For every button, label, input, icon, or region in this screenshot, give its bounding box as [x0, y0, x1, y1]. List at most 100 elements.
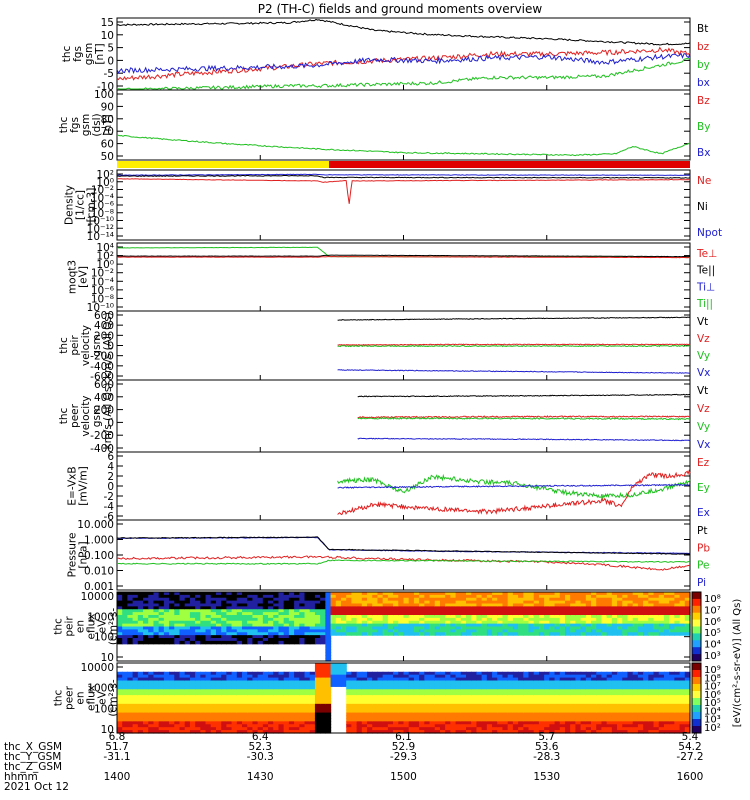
heatmap-cell: [242, 620, 248, 625]
heatmap-cell: [544, 683, 550, 687]
heatmap-cell: [335, 615, 342, 619]
heatmap-cell: [679, 703, 686, 708]
heatmap-cell: [439, 629, 446, 633]
heatmap-cell: [387, 632, 394, 636]
heatmap-cell: [533, 715, 540, 720]
heatmap-cell: [585, 721, 592, 725]
heatmap-cell: [288, 626, 295, 630]
heatmap-cell: [445, 700, 451, 705]
heatmap-cell: [466, 617, 472, 622]
heatmap-cell: [288, 615, 295, 619]
panel-3-ytick-label: 10⁻⁶: [91, 200, 114, 212]
heatmap-cell: [252, 718, 259, 722]
heatmap-cell: [184, 698, 191, 702]
heatmap-cell: [132, 706, 139, 711]
heatmap-cell: [398, 677, 405, 682]
panel-1-legend-bx: bx: [697, 77, 710, 89]
heatmap-cell: [294, 730, 300, 734]
heatmap-cell: [429, 712, 436, 717]
heatmap-cell: [544, 712, 550, 717]
heatmap-cell: [200, 671, 207, 676]
heatmap-cell: [215, 721, 222, 725]
heatmap-cell: [294, 709, 300, 714]
heatmap-cell: [184, 686, 191, 690]
heatmap-cell: [304, 712, 311, 717]
heatmap-cell: [205, 718, 212, 722]
heatmap-cell: [408, 620, 415, 625]
heatmap-cell: [398, 718, 405, 722]
heatmap-cell: [481, 724, 488, 728]
heatmap-cell: [570, 677, 576, 682]
heatmap-cell: [174, 600, 181, 605]
heatmap-cell: [679, 698, 686, 702]
heatmap-cell: [455, 686, 462, 690]
heatmap-cell: [304, 689, 311, 693]
heatmap-cell: [158, 724, 165, 728]
heatmap-cell: [663, 600, 670, 605]
heatmap-cell: [637, 671, 644, 676]
heatmap-cell: [294, 715, 300, 720]
heatmap-cell: [632, 620, 639, 625]
heatmap-cell: [257, 698, 264, 702]
heatmap-cell: [460, 715, 467, 720]
heatmap-cell: [601, 603, 608, 607]
heatmap-cell: [236, 730, 243, 734]
heatmap-cell: [544, 626, 550, 630]
heatmap-cell: [523, 615, 530, 619]
heatmap-cell: [278, 603, 285, 607]
heatmap-cell: [481, 600, 488, 605]
heatmap-cell: [559, 718, 566, 722]
heatmap-cell: [497, 689, 504, 693]
heatmap-cell: [439, 671, 446, 676]
heatmap-cell: [294, 683, 300, 687]
heatmap-cell: [575, 700, 582, 705]
heatmap-cell: [559, 686, 566, 690]
heatmap-cell: [189, 603, 196, 607]
heatmap-cell: [351, 709, 358, 714]
heatmap-cell: [424, 677, 431, 682]
heatmap-cell: [554, 626, 561, 630]
heatmap-cell: [226, 730, 233, 734]
heatmap-cell: [320, 594, 326, 599]
heatmap-cell: [117, 638, 123, 642]
heatmap-cell: [596, 626, 603, 630]
heatmap-cell: [377, 594, 384, 599]
heatmap-cell: [622, 680, 629, 685]
heatmap-cell: [221, 635, 227, 639]
heatmap-cell: [351, 680, 358, 685]
heatmap-cell: [669, 712, 675, 717]
heatmap-cell: [570, 626, 576, 630]
heatmap-cell: [367, 703, 373, 708]
heatmap-cell: [570, 629, 576, 633]
heatmap-cell: [502, 718, 509, 722]
heatmap-cell: [580, 603, 587, 607]
heatmap-cell: [518, 712, 524, 717]
heatmap-cell: [335, 671, 342, 676]
heatmap-cell: [226, 724, 233, 728]
heatmap-cell: [398, 727, 405, 731]
heatmap-cell: [226, 703, 233, 708]
heatmap-cell: [585, 623, 592, 628]
heatmap-cell: [554, 706, 561, 711]
heatmap-cell: [601, 703, 608, 708]
heatmap-cell: [356, 597, 363, 602]
heatmap-cell: [195, 592, 201, 596]
heatmap-cell: [658, 671, 665, 676]
heatmap-cell: [502, 615, 509, 619]
heatmap-cell: [314, 620, 321, 625]
heatmap-cell: [169, 623, 175, 628]
heatmap-cell: [283, 623, 290, 628]
heatmap-cell: [231, 709, 238, 714]
panel-1-ylabel-line: gsm: [83, 43, 95, 65]
panel-5-legend-Vy: Vy: [697, 350, 710, 362]
heatmap-cell: [325, 692, 332, 696]
heatmap-cell: [179, 724, 186, 728]
heatmap-cell: [434, 698, 441, 702]
heatmap-cell: [169, 638, 175, 642]
heatmap-cell: [242, 594, 248, 599]
panel-5-legend-Vt: Vt: [697, 316, 708, 328]
heatmap-cell: [559, 712, 566, 717]
heatmap-cell: [419, 706, 425, 711]
heatmap-cell: [611, 677, 618, 682]
heatmap-cell: [262, 674, 269, 679]
